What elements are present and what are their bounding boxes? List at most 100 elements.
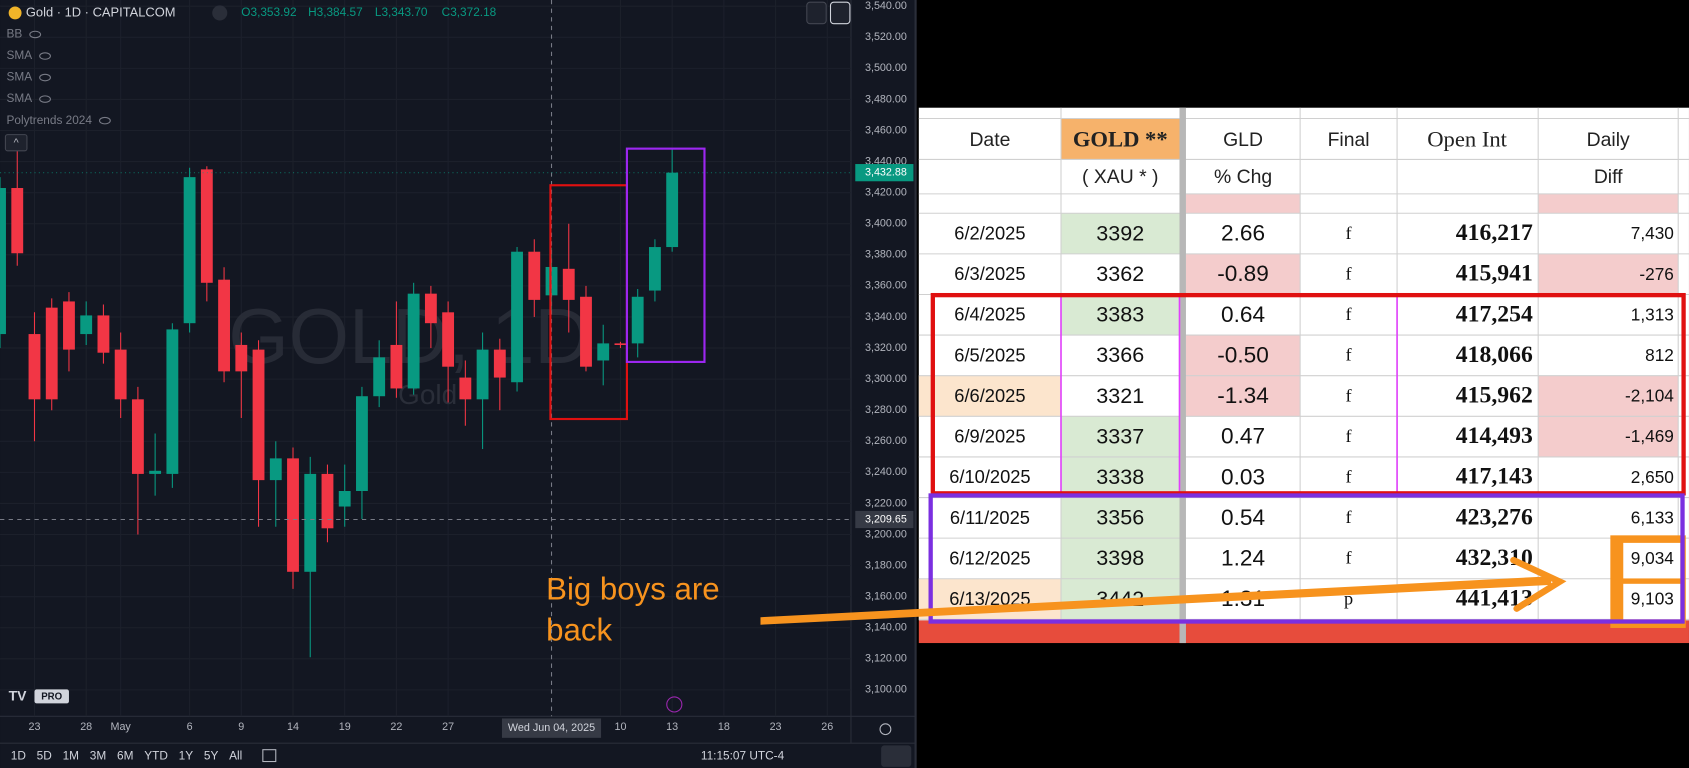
table-cell: 415,941 (1456, 261, 1533, 287)
table-cell: -276 (1639, 264, 1673, 284)
y-tick-label: 3,360.00 (865, 280, 907, 292)
table-cell: -2,104 (1625, 386, 1674, 406)
y-tick-label: 3,160.00 (865, 590, 907, 602)
x-tick-label: 13 (666, 721, 678, 733)
symbol-title[interactable]: Gold · 1D · CAPITALCOM (26, 4, 176, 19)
candle-body (321, 473, 334, 529)
candle-body (11, 188, 24, 254)
indicator-label[interactable]: SMA (6, 48, 32, 62)
visibility-icon[interactable] (39, 95, 51, 103)
x-tick-label: 26 (821, 721, 833, 733)
table-cell: 415,962 (1456, 383, 1533, 409)
y-tick-label: 3,400.00 (865, 218, 907, 230)
clock: 11:15:07 UTC-4 (701, 748, 785, 762)
y-tick-label: 3,480.00 (865, 93, 907, 105)
event-icon[interactable] (666, 696, 683, 713)
table-cell: 3356 (1096, 506, 1144, 530)
y-tick-label: 3,260.00 (865, 435, 907, 447)
table-cell: 0.03 (1221, 464, 1265, 489)
logo-mark: TV (9, 688, 28, 704)
logo-badge (34, 689, 69, 704)
settings-icon[interactable] (879, 723, 892, 736)
table-cell: -1.34 (1217, 383, 1269, 408)
table-cell: f (1346, 548, 1353, 568)
y-tick-label: 3,460.00 (865, 124, 907, 136)
sheet: Date GOLD ** ( XAU * ) GLD % Chg Final Open In… (918, 107, 1689, 644)
table-cell: 6/10/2025 (949, 466, 1030, 487)
scroll-button[interactable] (806, 1, 827, 25)
header-cell: ( XAU * ) (1082, 166, 1158, 188)
table-cell: 7,430 (1631, 223, 1674, 243)
range-button[interactable]: 5Y (204, 748, 219, 762)
chart-ui: Gold · 1D · CAPITALCOM ^ TV PRO 11:15:07… (0, 0, 914, 767)
candle-body (0, 188, 6, 335)
table-cell: 6/3/2025 (954, 263, 1025, 284)
table-cell: f (1346, 263, 1353, 283)
range-button[interactable]: 5D (37, 748, 52, 762)
y-tick-label: 3,220.00 (865, 497, 907, 509)
indicator-label[interactable]: SMA (6, 70, 32, 84)
table-cell: f (1346, 385, 1353, 405)
range-button[interactable]: 3M (90, 748, 106, 762)
table-cell: 6/5/2025 (954, 344, 1025, 365)
table-cell: 3398 (1096, 546, 1144, 570)
visibility-icon[interactable] (39, 73, 51, 82)
cell-fill (1538, 253, 1679, 295)
cell-fill (1538, 375, 1679, 417)
indicator-label[interactable]: SMA (6, 91, 32, 105)
candle-body (356, 396, 368, 491)
x-tick-label: May (110, 721, 131, 733)
visibility-icon[interactable] (98, 116, 111, 125)
collapse-button[interactable] (4, 134, 28, 152)
indicator-label[interactable]: Polytrends 2024 (6, 113, 92, 127)
candle-body (424, 293, 437, 324)
header-cell: Daily (1587, 129, 1630, 151)
table-cell: 6,133 (1631, 507, 1674, 527)
header-cell: Open Int (1427, 126, 1507, 151)
sheet-separator (1179, 107, 1186, 644)
y-tick-label: 3,540.00 (865, 0, 907, 12)
candle-body (63, 301, 75, 350)
y-tick-label: 3,120.00 (865, 653, 907, 665)
candle-body (131, 399, 144, 474)
calendar-icon[interactable] (262, 749, 277, 763)
candle-body (114, 349, 127, 400)
candle-body (338, 490, 351, 507)
range-button[interactable]: 1Y (179, 748, 194, 762)
annotation-text: Big boys are (546, 572, 720, 607)
x-tick-label: 14 (287, 721, 299, 733)
range-button[interactable]: 1M (63, 748, 79, 762)
auto-button[interactable] (881, 745, 912, 767)
snapshot-button[interactable] (829, 1, 851, 25)
ohlc-readout: C3,372.18 (442, 5, 497, 19)
range-button[interactable]: YTD (144, 748, 168, 762)
sheet-footer (918, 620, 1689, 644)
visibility-icon[interactable] (29, 30, 42, 39)
y-tick-label: 3,140.00 (865, 622, 907, 634)
candle-body (166, 329, 179, 474)
range-button[interactable]: All (229, 748, 242, 762)
table-cell: 418,066 (1456, 342, 1533, 368)
range-button[interactable]: 6M (117, 748, 133, 762)
y-tick-label: 3,420.00 (865, 187, 907, 199)
x-tick-label: 10 (614, 721, 626, 733)
purple-box (928, 493, 1685, 624)
gold-header-cell (1061, 118, 1180, 160)
table-cell: 6/6/2025 (954, 385, 1025, 406)
x-tick-label: 18 (718, 721, 730, 733)
chart-purple-box (625, 147, 706, 363)
table-cell: 3338 (1096, 465, 1144, 489)
arrow-shaft (760, 576, 1552, 625)
candle-body (45, 307, 58, 400)
table-cell: -0.50 (1217, 342, 1269, 367)
hide-button[interactable] (212, 5, 228, 21)
cell-fill (1538, 193, 1679, 214)
visibility-icon[interactable] (39, 52, 51, 60)
table-cell: 3337 (1096, 424, 1144, 448)
range-button[interactable]: 1D (11, 748, 26, 762)
x-tick-label: 6 (187, 721, 193, 733)
candle-body (269, 458, 282, 481)
table-cell: 3383 (1096, 303, 1144, 327)
indicator-label[interactable]: BB (6, 27, 22, 41)
